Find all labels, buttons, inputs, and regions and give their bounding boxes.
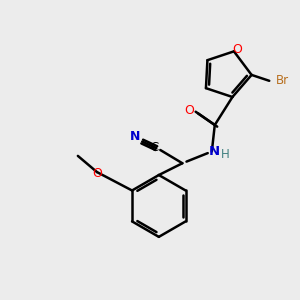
Text: N: N [130,130,140,143]
Text: O: O [232,43,242,56]
Text: N: N [208,145,220,158]
Text: Br: Br [276,74,289,87]
Text: O: O [93,167,103,180]
Text: C: C [150,141,158,154]
Text: H: H [221,148,230,161]
Text: O: O [184,104,194,117]
